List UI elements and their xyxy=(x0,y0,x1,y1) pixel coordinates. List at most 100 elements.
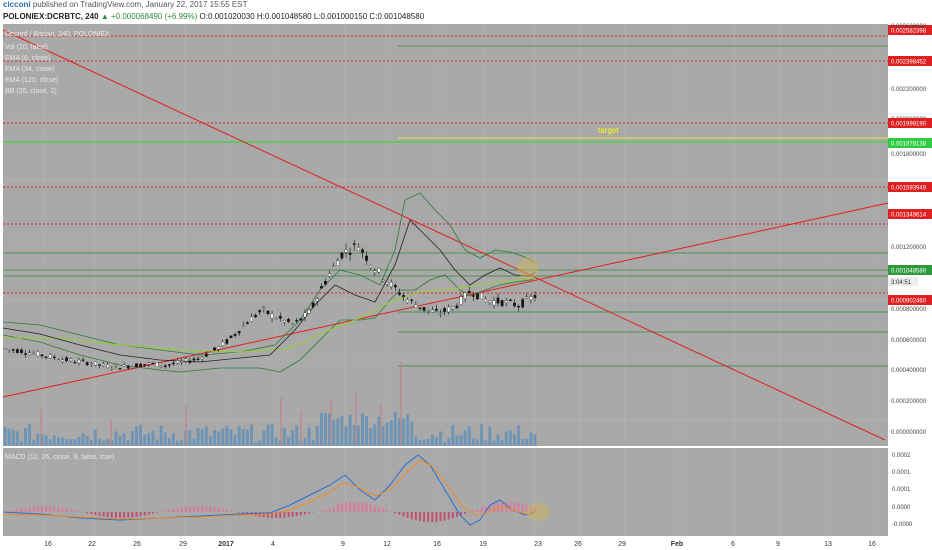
candle[interactable] xyxy=(44,356,48,358)
candle[interactable] xyxy=(324,281,327,285)
candle[interactable] xyxy=(122,364,126,367)
candle[interactable] xyxy=(61,359,64,362)
candle[interactable] xyxy=(188,360,192,363)
candle[interactable] xyxy=(229,335,233,338)
candle[interactable] xyxy=(422,307,426,311)
price-pane[interactable] xyxy=(3,24,888,446)
candle[interactable] xyxy=(258,310,262,313)
candle[interactable] xyxy=(283,320,286,323)
candle[interactable] xyxy=(451,306,455,310)
candle[interactable] xyxy=(11,349,15,351)
candle[interactable] xyxy=(344,249,348,253)
candle[interactable] xyxy=(139,363,142,367)
candle[interactable] xyxy=(377,268,381,273)
candle[interactable] xyxy=(20,349,23,353)
candle[interactable] xyxy=(529,296,533,300)
candle[interactable] xyxy=(237,330,241,334)
candle[interactable] xyxy=(455,305,459,309)
candle[interactable] xyxy=(106,364,110,369)
candle[interactable] xyxy=(48,354,52,359)
candle[interactable] xyxy=(274,318,278,320)
candle[interactable] xyxy=(147,362,151,365)
candle[interactable] xyxy=(348,252,352,255)
candle[interactable] xyxy=(356,247,360,251)
candle[interactable] xyxy=(246,322,249,325)
candle[interactable] xyxy=(52,356,56,359)
candle[interactable] xyxy=(36,351,40,357)
candle[interactable] xyxy=(28,352,32,355)
candle[interactable] xyxy=(315,298,319,302)
candle[interactable] xyxy=(320,286,323,289)
candle[interactable] xyxy=(196,358,200,360)
candle[interactable] xyxy=(98,364,101,366)
candle[interactable] xyxy=(159,365,163,368)
candle[interactable] xyxy=(40,354,44,357)
author-name[interactable]: cicconi xyxy=(3,0,31,9)
candle[interactable] xyxy=(163,365,167,367)
candle[interactable] xyxy=(307,309,311,314)
candle[interactable] xyxy=(184,358,188,362)
candle[interactable] xyxy=(32,352,36,355)
candle[interactable] xyxy=(278,315,282,319)
candle[interactable] xyxy=(250,316,253,322)
candle[interactable] xyxy=(303,312,307,318)
candle[interactable] xyxy=(180,360,184,363)
candle[interactable] xyxy=(233,334,237,336)
candle[interactable] xyxy=(447,306,451,313)
candle[interactable] xyxy=(472,295,475,297)
candle[interactable] xyxy=(85,362,89,366)
candle[interactable] xyxy=(172,362,175,365)
candle[interactable] xyxy=(476,293,479,300)
candle[interactable] xyxy=(500,300,504,307)
candle[interactable] xyxy=(241,325,245,327)
candle[interactable] xyxy=(439,313,442,315)
candle[interactable] xyxy=(381,279,385,282)
candle[interactable] xyxy=(73,362,77,364)
candle[interactable] xyxy=(418,307,422,309)
candle[interactable] xyxy=(151,362,155,365)
candle[interactable] xyxy=(155,362,159,367)
candle[interactable] xyxy=(15,349,19,353)
candle[interactable] xyxy=(369,265,373,268)
candle[interactable] xyxy=(389,281,393,287)
candle[interactable] xyxy=(393,285,397,288)
time-axis[interactable] xyxy=(3,537,932,550)
candle[interactable] xyxy=(525,296,529,299)
candle[interactable] xyxy=(365,255,368,261)
candle[interactable] xyxy=(3,348,7,350)
price-axis[interactable] xyxy=(888,24,932,446)
candle[interactable] xyxy=(402,294,405,297)
candle[interactable] xyxy=(217,346,220,350)
candlesticks[interactable] xyxy=(3,239,537,371)
candle[interactable] xyxy=(192,358,196,361)
candle[interactable] xyxy=(517,305,520,308)
candle[interactable] xyxy=(361,249,364,253)
candle[interactable] xyxy=(299,318,303,321)
candle[interactable] xyxy=(336,260,340,266)
candle[interactable] xyxy=(508,299,512,301)
macd-highlight-ellipse[interactable] xyxy=(526,503,550,521)
candle[interactable] xyxy=(533,295,537,298)
candle[interactable] xyxy=(373,270,377,273)
candle[interactable] xyxy=(102,363,105,366)
candle[interactable] xyxy=(340,252,344,259)
candle[interactable] xyxy=(430,309,434,313)
candle[interactable] xyxy=(114,364,118,367)
candle[interactable] xyxy=(200,357,204,360)
candle[interactable] xyxy=(213,347,216,351)
candle[interactable] xyxy=(266,310,270,315)
candle[interactable] xyxy=(352,243,356,245)
candle[interactable] xyxy=(496,297,500,304)
candle[interactable] xyxy=(488,300,492,303)
candle[interactable] xyxy=(385,282,389,285)
candle[interactable] xyxy=(398,292,401,295)
candle[interactable] xyxy=(459,296,463,305)
candle[interactable] xyxy=(81,359,85,361)
descending-trendline[interactable] xyxy=(2,29,886,441)
candle[interactable] xyxy=(225,339,229,344)
candle[interactable] xyxy=(176,360,179,364)
candle[interactable] xyxy=(94,361,97,366)
candle[interactable] xyxy=(262,307,266,309)
candle[interactable] xyxy=(521,299,525,308)
